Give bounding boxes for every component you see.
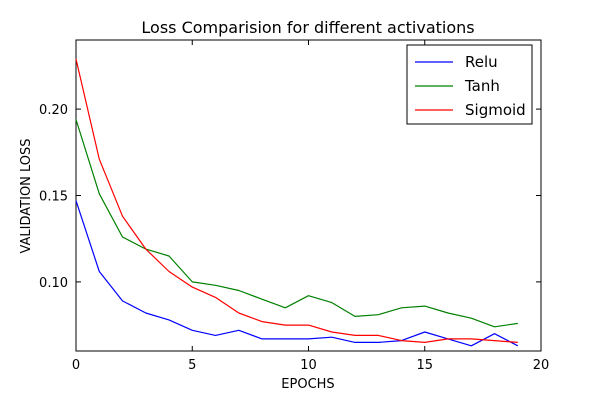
x-tick-label: 5: [188, 358, 196, 373]
series-lines: [75, 58, 519, 347]
y-tick-label: 0.15: [39, 190, 68, 205]
chart-title: Loss Comparision for different activatio…: [141, 18, 474, 37]
y-tick-label: 0.10: [39, 276, 68, 291]
series-line-relu: [75, 200, 519, 347]
legend: Relu Tanh Sigmoid: [406, 44, 533, 125]
y-axis-label: VALIDATION LOSS: [19, 138, 34, 253]
x-tick-label: 10: [300, 358, 317, 373]
y-tick-label: 0.20: [39, 103, 68, 118]
x-axis-label: EPOCHS: [281, 377, 334, 392]
legend-label-sigmoid: Sigmoid: [465, 101, 526, 119]
series-line-tanh: [75, 119, 518, 328]
legend-label-tanh: Tanh: [464, 77, 500, 95]
legend-label-relu: Relu: [465, 53, 498, 71]
axis-ticks: 0 5 10 15 20 0.10 0.15 0.20: [39, 40, 549, 373]
x-tick-label: 20: [533, 358, 550, 373]
series-line-sigmoid: [75, 58, 518, 343]
x-tick-label: 0: [72, 358, 80, 373]
legend-box: [406, 44, 533, 125]
x-tick-label: 15: [416, 358, 433, 373]
